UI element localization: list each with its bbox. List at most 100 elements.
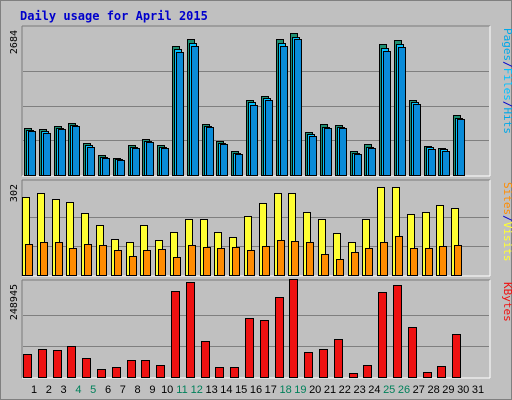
bar-sites-day-5 [85,245,92,276]
bar-kbytes-day-21 [320,350,328,378]
bar-pages-day-27 [414,105,421,176]
x-label-day-26: 26 [398,384,410,396]
chart-title: Daily usage for April 2015 [20,9,208,23]
legend-files: Files [501,68,512,101]
bar-pages-day-29 [443,152,450,176]
x-label-day-13: 13 [205,384,217,396]
bar-sites-day-18 [278,241,285,276]
bar-pages-day-7 [118,161,125,176]
bar-kbytes-day-13 [202,342,210,378]
bar-pages-day-13 [207,128,214,176]
y-max-label: 2684 [9,30,20,54]
bar-sites-day-30 [455,246,462,276]
bar-pages-day-3 [59,130,66,176]
x-label-day-6: 6 [105,384,111,396]
bar-kbytes-day-15 [231,368,239,378]
bar-sites-day-27 [411,249,418,276]
bar-sites-day-15 [233,248,240,276]
bar-kbytes-day-10 [157,366,165,378]
bar-pages-day-5 [88,148,95,176]
bar-sites-day-9 [144,251,151,276]
chart-panels: 2684Pages/Files/Hits302Sites/Visits24894… [9,26,512,378]
x-label-day-14: 14 [220,384,232,396]
bar-sites-day-17 [263,247,270,276]
legend-kbytes: KBytes [501,282,512,322]
x-label-day-24: 24 [368,384,380,396]
bar-kbytes-day-27 [409,328,417,378]
bar-pages-day-10 [162,149,169,176]
bar-kbytes-day-25 [379,293,387,378]
bar-pages-day-20 [310,137,317,176]
bar-pages-day-16 [251,106,258,176]
bar-pages-day-21 [325,129,332,176]
bar-kbytes-day-7 [113,368,121,378]
bar-kbytes-day-9 [142,361,150,378]
x-label-day-3: 3 [61,384,67,396]
x-label-day-21: 21 [324,384,336,396]
bar-sites-day-20 [307,243,314,276]
bar-kbytes-day-14 [216,368,224,378]
bar-pages-day-22 [340,129,347,176]
panel-hits_files_pages: 2684 Pages/Files/Hits [9,26,512,176]
x-label-day-25: 25 [383,384,395,396]
x-label-day-30: 30 [457,384,469,396]
bar-kbytes-day-19 [290,280,298,378]
legend-slash: / [501,61,512,68]
bar-kbytes-day-8 [128,361,136,378]
bar-sites-day-8 [130,257,137,276]
bar-kbytes-day-4 [68,347,76,378]
x-label-day-17: 17 [265,384,277,396]
bar-kbytes-day-11 [172,292,180,378]
bar-pages-day-24 [369,149,376,176]
bar-sites-day-16 [248,251,255,276]
x-label-day-5: 5 [90,384,96,396]
bar-sites-day-24 [366,249,373,276]
bar-sites-day-23 [352,253,359,276]
x-label-day-10: 10 [161,384,173,396]
x-label-day-23: 23 [353,384,365,396]
bar-sites-day-28 [426,249,433,276]
bar-sites-day-12 [189,246,196,276]
x-label-day-12: 12 [191,384,203,396]
bar-pages-day-28 [429,150,436,176]
bar-kbytes-day-6 [98,370,106,378]
legend-slash: / [501,215,512,222]
bar-kbytes-day-20 [305,353,313,378]
bar-sites-day-13 [204,248,211,276]
legend-sites: Sites [501,182,512,215]
x-label-day-16: 16 [250,384,262,396]
bar-sites-day-3 [56,243,63,276]
x-label-day-20: 20 [309,384,321,396]
bar-kbytes-day-12 [187,283,195,378]
bar-kbytes-day-22 [335,340,343,378]
legend-pages: Pages [501,28,512,61]
bar-sites-day-29 [440,247,447,276]
bar-sites-day-11 [174,258,181,276]
x-label-day-1: 1 [31,384,37,396]
y-max-label: 302 [9,184,20,202]
panel-kbytes: 248945KBytes [9,280,512,379]
bar-kbytes-day-18 [276,298,284,378]
x-label-day-27: 27 [413,384,425,396]
bar-sites-day-19 [292,242,299,276]
bar-kbytes-day-16 [246,319,254,378]
bar-sites-day-25 [381,243,388,276]
bar-sites-day-1 [26,245,33,276]
bar-sites-day-7 [115,251,122,276]
bar-pages-day-2 [44,134,51,176]
right-legend: Pages/Files/Hits [501,28,512,134]
bar-sites-day-21 [322,255,329,276]
bar-pages-day-1 [29,132,36,176]
panel-background [22,280,490,378]
bar-sites-day-6 [100,246,107,276]
bar-pages-day-6 [103,159,110,176]
bar-sites-day-14 [218,249,225,276]
bar-sites-day-4 [70,249,77,276]
right-legend: Sites/Visits [501,182,512,262]
bar-sites-day-26 [396,237,403,276]
legend-visits: Visits [501,222,512,262]
bar-pages-day-12 [192,47,199,176]
bar-kbytes-day-17 [261,321,269,378]
x-label-day-29: 29 [442,384,454,396]
